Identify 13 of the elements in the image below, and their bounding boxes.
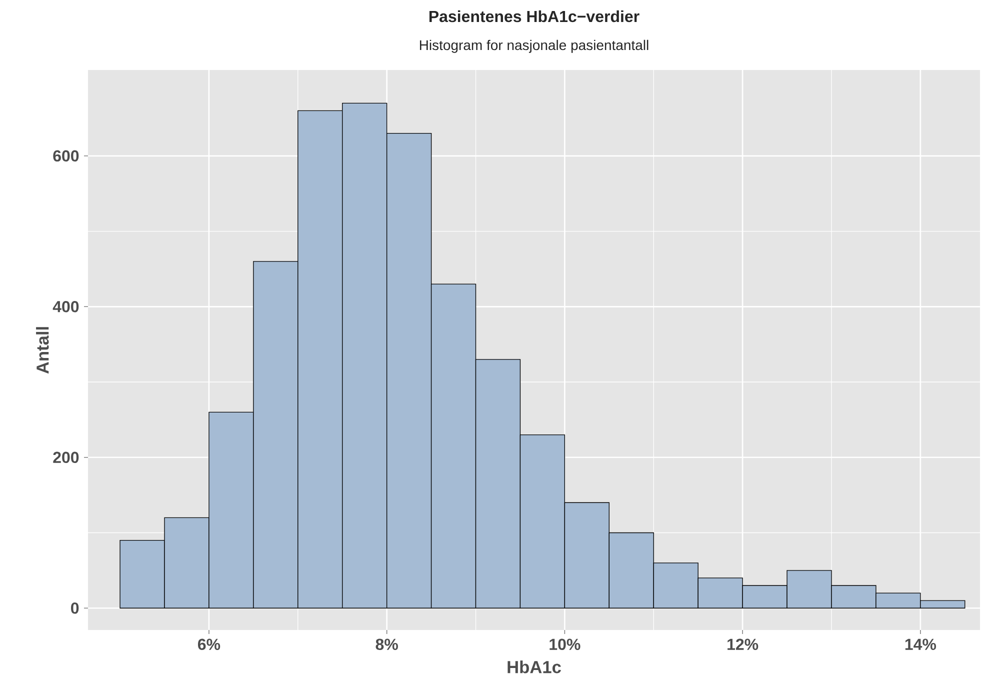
x-tick-label: 12% xyxy=(728,638,758,650)
x-tick-label: 14% xyxy=(905,638,936,650)
y-tick-label: 600 xyxy=(53,150,79,162)
y-axis-title: Antall xyxy=(36,327,49,374)
x-tick-label: 10% xyxy=(550,638,580,650)
chart-subtitle: Histogram for nasjonale pasientantall xyxy=(420,40,648,53)
x-tick-label: 6% xyxy=(198,638,220,650)
y-tick-label: 400 xyxy=(52,300,79,312)
x-tick-label: 8% xyxy=(376,638,398,650)
chart-title: Pasientenes HbA1c−verdier xyxy=(429,10,640,22)
y-tick-label: 0 xyxy=(71,602,79,614)
y-tick-label: 200 xyxy=(53,452,79,464)
x-axis-title: HbA1c xyxy=(508,660,561,674)
